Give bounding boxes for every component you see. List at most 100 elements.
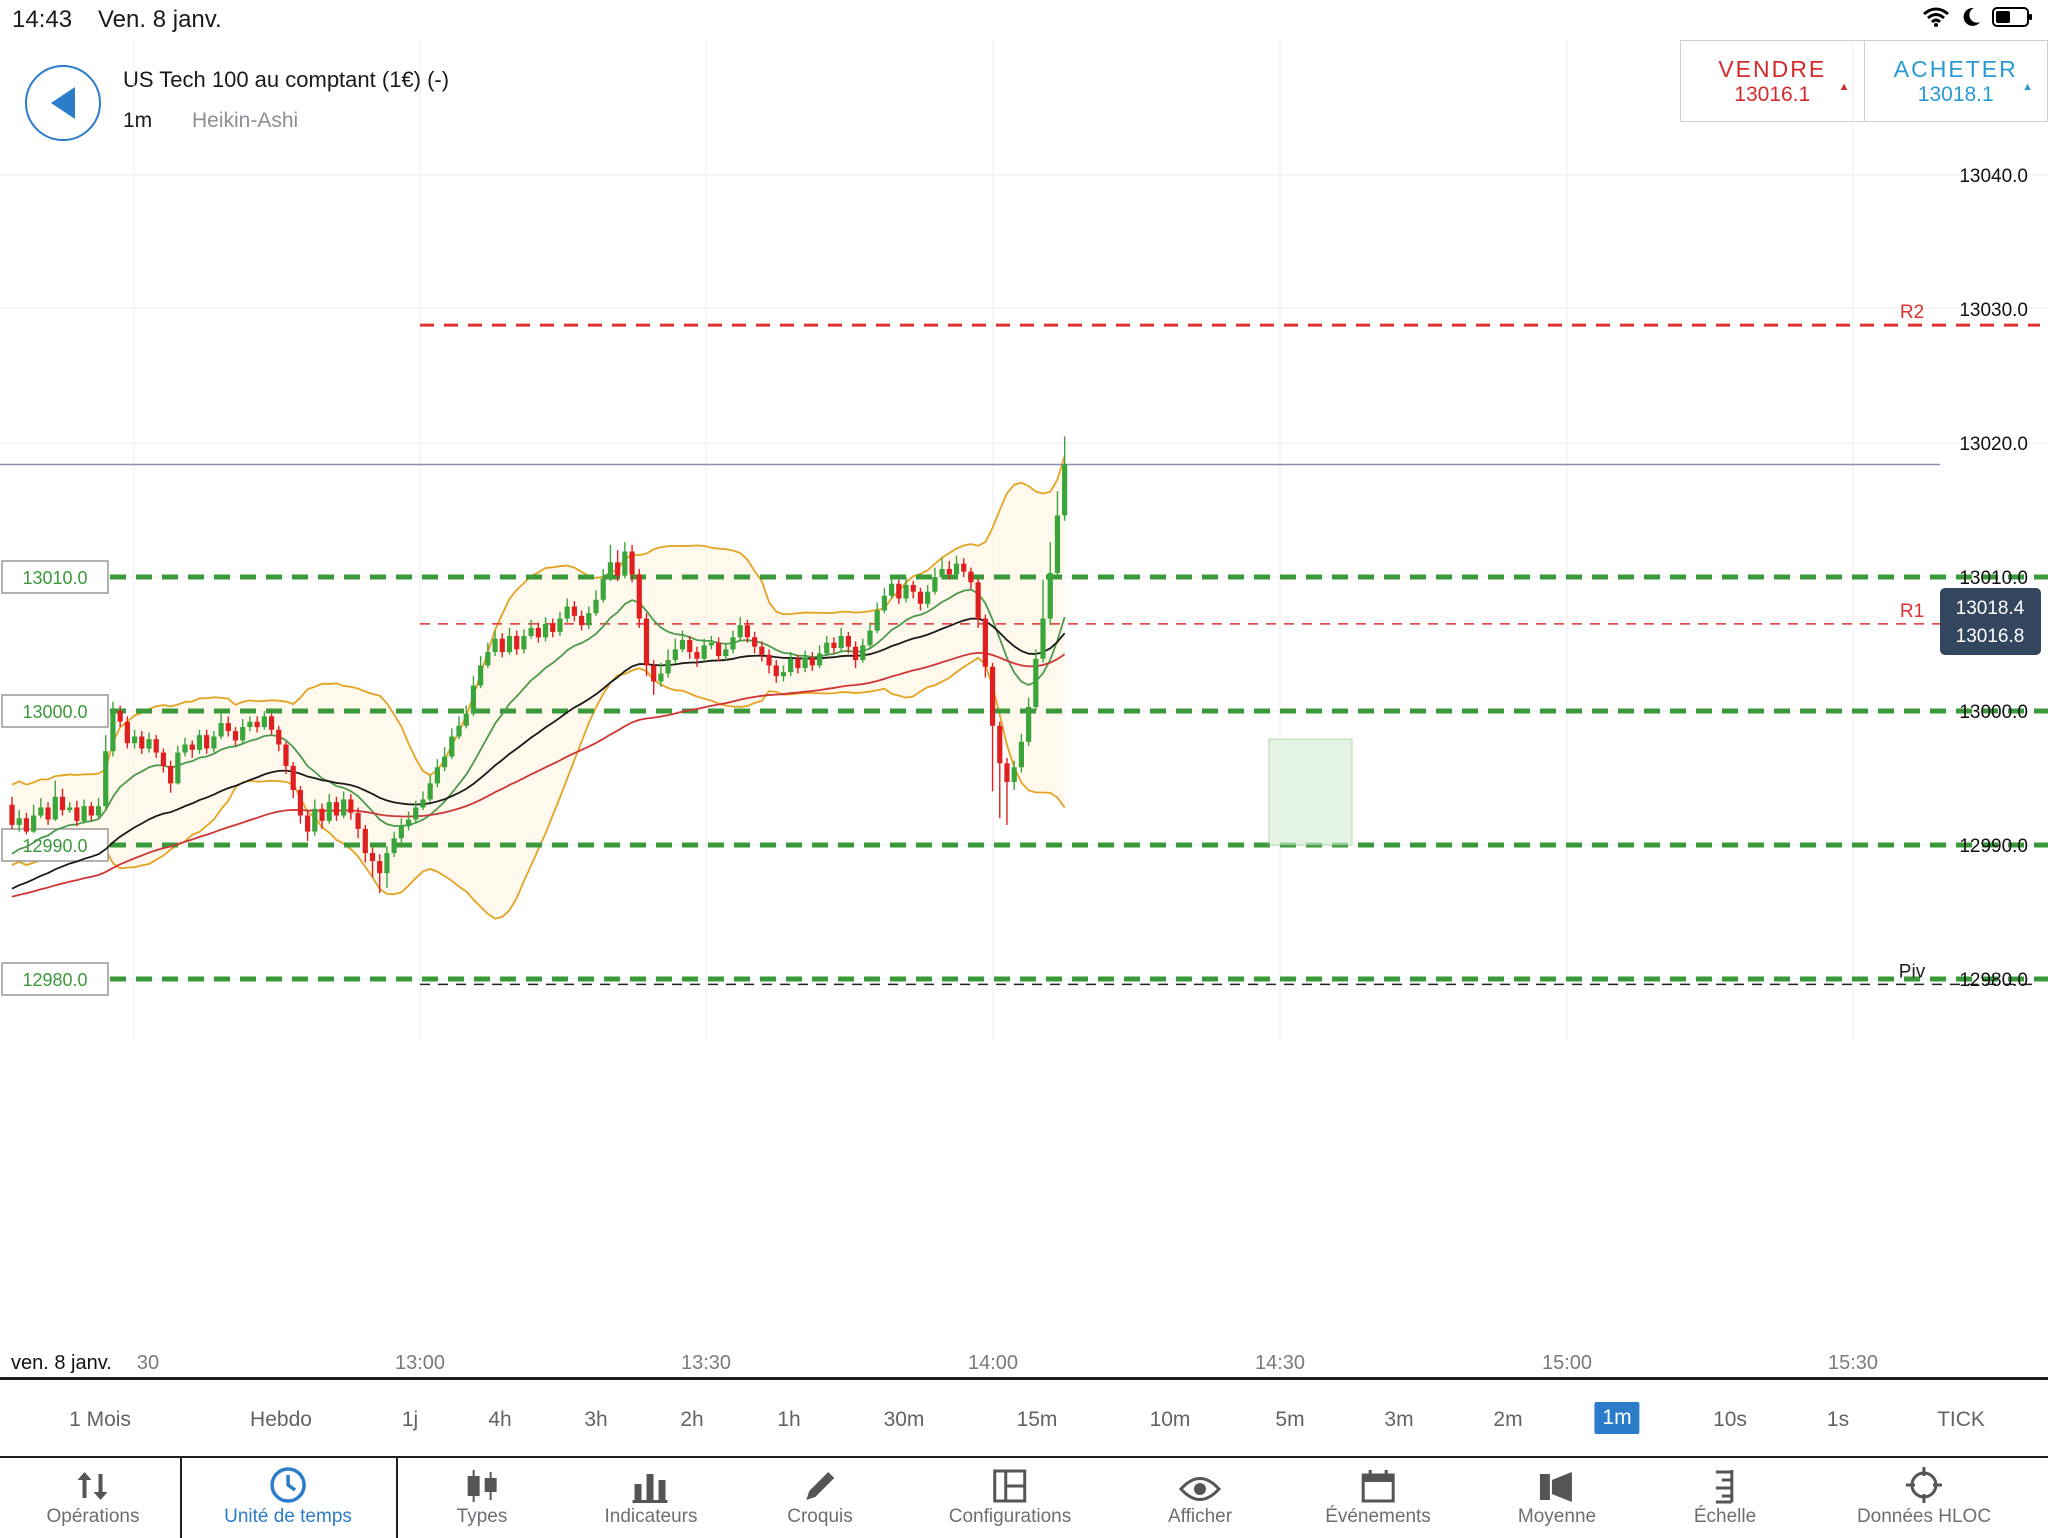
candle-body [333,802,340,816]
candle-body [701,645,707,659]
candle [420,791,426,811]
timeframe-10s[interactable]: 10s [1713,1408,1747,1431]
timeframe-1h[interactable]: 1h [777,1408,801,1431]
candle [67,802,73,813]
alert-level-box [1,828,109,862]
candle-body [52,796,58,820]
candle [1033,649,1039,711]
candle [593,590,599,616]
price-tag-box [1940,588,2041,655]
x-tick-label: 30 [137,1352,159,1374]
toolbar-clock-button[interactable]: Unité de temps [224,1458,352,1538]
candle [218,713,224,740]
buy-button[interactable]: ACHETER 13018.1 ▲ [1863,41,2048,121]
candle [824,635,830,657]
price-tags: 13018.4 13016.8 [1940,588,2041,655]
candle [910,581,916,599]
candle-body [1011,767,1017,783]
price-chart[interactable]: 13010.0 13000.0 12990.0 12980.0 R2 R1 Piv 130… [0,40,2048,1378]
candle [499,633,505,658]
timeframe-10m[interactable]: 10m [1149,1408,1191,1431]
toolbar-crosshair-button[interactable]: Données HLOC [1857,1458,1991,1538]
timeframe-1j[interactable]: 1j [401,1408,419,1431]
candle-body [88,806,94,816]
candle [773,660,779,683]
candle [348,794,354,820]
timeframe-30m[interactable]: 30m [883,1408,925,1431]
candle-body [795,658,801,669]
sell-button[interactable]: VENDRE 13016.1 ▲ [1681,41,1864,121]
toolbar-pencil-button[interactable]: Croquis [787,1458,853,1538]
alert-level-label: 13010.0 [22,568,87,588]
candle-body [932,577,938,592]
candle [117,705,123,728]
candle-body [319,808,325,821]
candle-body [816,653,823,666]
candle [456,716,462,740]
timeframe-1-mois[interactable]: 1 Mois [69,1408,131,1431]
candle [997,721,1003,819]
eye-icon [1178,1464,1221,1504]
back-button[interactable] [25,65,101,141]
candle-body [564,606,570,619]
candle [896,579,902,604]
candle [802,650,808,673]
candle [694,646,700,667]
candle-body [348,799,354,813]
candle-body [160,752,167,766]
candles [9,436,1068,894]
timeframe-3h[interactable]: 3h [584,1408,608,1431]
timeframe-bar: 1 Mois Hebdo 1j 4h 3h 2h 1h 30m 15m 10m 5m 3m 2m 1m 10… [0,1378,2048,1458]
candle-body [1018,741,1024,768]
current-timeframe: 1m [123,109,153,132]
timeframe-5m[interactable]: 5m [1275,1408,1305,1431]
timeframe-tick[interactable]: TICK [1937,1408,1985,1431]
candle-body [658,673,664,682]
timeframe-4h[interactable]: 4h [488,1408,512,1431]
timeframe-2h[interactable]: 2h [680,1408,704,1431]
ma-black-line [11,617,1066,890]
timeframe-3m[interactable]: 3m [1384,1408,1414,1431]
status-time: 14:43 [12,6,73,33]
candle-body [802,657,808,669]
toolbar-label: Données HLOC [1856,1506,1992,1527]
toolbar-bars-button[interactable]: Indicateurs [605,1458,697,1538]
timeframe-2m[interactable]: 2m [1493,1408,1523,1431]
candle [391,831,397,858]
candle [449,728,455,760]
layout-icon [992,1464,1028,1504]
toolbar-scale-button[interactable]: Échelle [1694,1458,1756,1538]
candle-body [672,649,678,661]
candle-body [456,725,462,737]
candle-body [9,804,15,825]
toolbar-label: Types [456,1506,508,1527]
candle [528,619,534,639]
toolbar-label: Unité de temps [224,1506,352,1527]
candle [701,638,707,662]
toolbar-candles-button[interactable]: Types [456,1458,508,1538]
candle-body [290,765,296,791]
toolbar-layout-button[interactable]: Configurations [949,1458,1071,1538]
status-bar: 14:43 Ven. 8 janv. [0,0,2048,40]
x-tick-label: 14:30 [1255,1352,1305,1374]
timeframe-hebdo[interactable]: Hebdo [250,1408,312,1431]
candle-body [74,807,80,821]
timeframe-1s[interactable]: 1s [1826,1408,1850,1431]
candle-body [874,610,880,631]
timeframe-1m[interactable]: 1m [1594,1402,1640,1434]
toolbar-calendar-button[interactable]: Événements [1325,1458,1431,1538]
toolbar-speaker-button[interactable]: Moyenne [1518,1458,1596,1538]
candle-body [211,736,217,749]
candle [708,635,714,650]
candle [478,656,484,689]
candle-body [261,716,267,728]
candle [658,662,664,687]
timeframe-15m[interactable]: 15m [1016,1408,1058,1431]
candle-body [59,796,66,811]
candle-body [254,721,260,728]
candle [434,759,440,788]
candle [168,760,174,793]
toolbar-eye-button[interactable]: Afficher [1168,1458,1232,1538]
toolbar-arrows-button[interactable]: Opérations [47,1458,139,1538]
candle-body [103,751,109,807]
